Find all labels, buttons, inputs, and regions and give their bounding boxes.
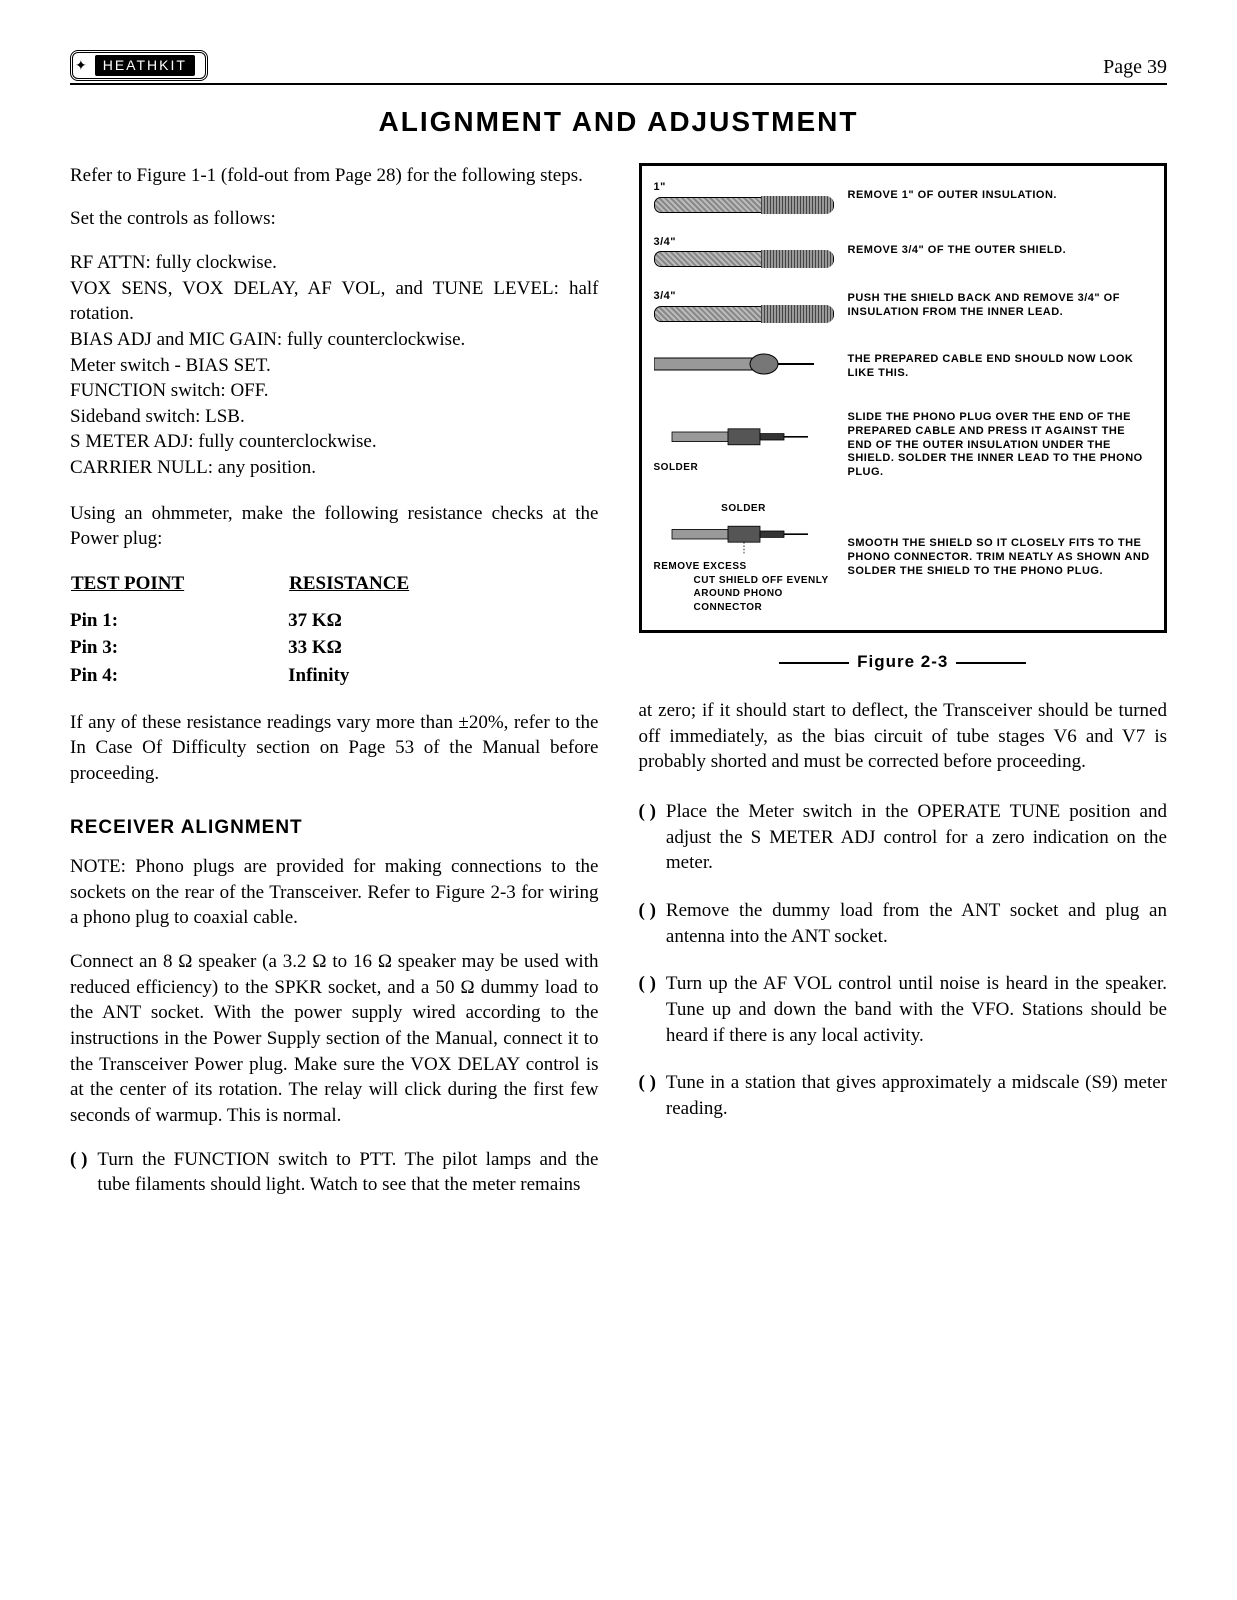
left-column: Refer to Figure 1-1 (fold-out from Page … (70, 163, 599, 1220)
checkbox-icon[interactable]: ( ) (639, 1070, 656, 1121)
th-resistance: RESISTANCE (288, 570, 519, 607)
figure-step: 3/4" PUSH THE SHIELD BACK AND REMOVE 3/4… (654, 289, 1153, 322)
page-header: ✦ HEATHKIT Page 39 (70, 50, 1167, 85)
figure-2-3: 1" REMOVE 1" OF OUTER INSULATION. 3/4" R… (639, 163, 1168, 633)
figure-caption-text: Figure 2-3 (857, 652, 948, 671)
check-text: Turn the FUNCTION switch to PTT. The pil… (97, 1147, 598, 1198)
figure-step-text: SMOOTH THE SHIELD SO IT CLOSELY FITS TO … (848, 537, 1153, 578)
control-line: S METER ADJ: fully counterclockwise. (70, 429, 599, 455)
figure-step: 1" REMOVE 1" OF OUTER INSULATION. (654, 180, 1153, 213)
check-text: Turn up the AF VOL control until noise i… (666, 971, 1167, 1048)
figure-step-text: SLIDE THE PHONO PLUG OVER THE END OF THE… (848, 411, 1153, 480)
figure-step-text: PUSH THE SHIELD BACK AND REMOVE 3/4" OF … (848, 292, 1153, 320)
cable-diagram-icon: 1" (654, 180, 834, 213)
continued-paragraph: at zero; if it should start to deflect, … (639, 698, 1168, 775)
dimension-label: 1" (654, 180, 834, 195)
right-column: 1" REMOVE 1" OF OUTER INSULATION. 3/4" R… (639, 163, 1168, 1220)
logo-text: HEATHKIT (95, 55, 195, 76)
table-row: Pin 1: 37 KΩ (70, 607, 519, 635)
dimension-label: 3/4" (654, 235, 834, 250)
receiver-alignment-heading: RECEIVER ALIGNMENT (70, 815, 599, 841)
cable-diagram-icon (654, 344, 834, 389)
check-item: ( ) Tune in a station that gives approxi… (639, 1070, 1168, 1121)
phono-plug-diagram-icon: SOLDER (654, 416, 834, 474)
figure-step-text: THE PREPARED CABLE END SHOULD NOW LOOK L… (848, 353, 1153, 381)
checkbox-icon[interactable]: ( ) (639, 971, 656, 1048)
control-line: BIAS ADJ and MIC GAIN: fully countercloc… (70, 327, 599, 353)
figure-step: SOLDER REMOVE EXCESS CUT SHIELD OFF EVEN… (654, 502, 1153, 614)
page-number: Page 39 (1103, 54, 1167, 81)
td-res: 37 KΩ (288, 607, 519, 635)
table-row: Pin 3: 33 KΩ (70, 634, 519, 662)
checklist-right: ( ) Place the Meter switch in the OPERAT… (639, 799, 1168, 1121)
two-column-layout: Refer to Figure 1-1 (fold-out from Page … (70, 163, 1167, 1220)
phono-plug-diagram-icon: SOLDER REMOVE EXCESS CUT SHIELD OFF EVEN… (654, 502, 834, 614)
td-point: Pin 3: (70, 634, 288, 662)
checklist-left: ( ) Turn the FUNCTION switch to PTT. The… (70, 1147, 599, 1198)
table-row: Pin 4: Infinity (70, 662, 519, 690)
control-line: CARRIER NULL: any position. (70, 455, 599, 481)
cable-diagram-icon: 3/4" (654, 235, 834, 268)
note-paragraph: NOTE: Phono plugs are provided for makin… (70, 854, 599, 931)
figure-caption: Figure 2-3 (639, 651, 1168, 674)
td-res: 33 KΩ (288, 634, 519, 662)
td-point: Pin 1: (70, 607, 288, 635)
remove-excess-label: REMOVE EXCESS (654, 560, 834, 574)
heathkit-logo: ✦ HEATHKIT (70, 50, 208, 81)
check-text: Tune in a station that gives approximate… (666, 1070, 1167, 1121)
warning-paragraph: If any of these resistance readings vary… (70, 710, 599, 787)
cut-shield-label: CUT SHIELD OFF EVENLY AROUND PHONO CONNE… (694, 574, 834, 615)
td-res: Infinity (288, 662, 519, 690)
figure-step-text: REMOVE 3/4" OF THE OUTER SHIELD. (848, 244, 1153, 258)
figure-step-text: REMOVE 1" OF OUTER INSULATION. (848, 189, 1153, 203)
th-test-point: TEST POINT (70, 570, 288, 607)
page-title: ALIGNMENT AND ADJUSTMENT (70, 103, 1167, 141)
dimension-label: 3/4" (654, 289, 834, 304)
cable-diagram-icon: 3/4" (654, 289, 834, 322)
solder-label: SOLDER (654, 502, 834, 516)
connect-paragraph: Connect an 8 Ω speaker (a 3.2 Ω to 16 Ω … (70, 949, 599, 1128)
ohm-paragraph: Using an ohmmeter, make the following re… (70, 501, 599, 552)
check-item: ( ) Turn the FUNCTION switch to PTT. The… (70, 1147, 599, 1198)
figure-step: 3/4" REMOVE 3/4" OF THE OUTER SHIELD. (654, 235, 1153, 268)
intro-1: Refer to Figure 1-1 (fold-out from Page … (70, 163, 599, 189)
check-item: ( ) Turn up the AF VOL control until noi… (639, 971, 1168, 1048)
intro-2: Set the controls as follows: (70, 206, 599, 232)
check-item: ( ) Place the Meter switch in the OPERAT… (639, 799, 1168, 876)
control-line: VOX SENS, VOX DELAY, AF VOL, and TUNE LE… (70, 276, 599, 327)
figure-step: SOLDER SLIDE THE PHONO PLUG OVER THE END… (654, 411, 1153, 480)
control-line: FUNCTION switch: OFF. (70, 378, 599, 404)
control-line: Sideband switch: LSB. (70, 404, 599, 430)
check-item: ( ) Remove the dummy load from the ANT s… (639, 898, 1168, 949)
check-text: Place the Meter switch in the OPERATE TU… (666, 799, 1167, 876)
figure-step: THE PREPARED CABLE END SHOULD NOW LOOK L… (654, 344, 1153, 389)
control-line: Meter switch - BIAS SET. (70, 353, 599, 379)
check-text: Remove the dummy load from the ANT socke… (666, 898, 1167, 949)
checkbox-icon[interactable]: ( ) (639, 898, 656, 949)
td-point: Pin 4: (70, 662, 288, 690)
logo-icon: ✦ (75, 56, 89, 75)
resistance-table: TEST POINT RESISTANCE Pin 1: 37 KΩ Pin 3… (70, 570, 519, 690)
checkbox-icon[interactable]: ( ) (639, 799, 656, 876)
control-line: RF ATTN: fully clockwise. (70, 250, 599, 276)
controls-block: RF ATTN: fully clockwise. VOX SENS, VOX … (70, 250, 599, 481)
solder-label: SOLDER (654, 461, 834, 475)
checkbox-icon[interactable]: ( ) (70, 1147, 87, 1198)
